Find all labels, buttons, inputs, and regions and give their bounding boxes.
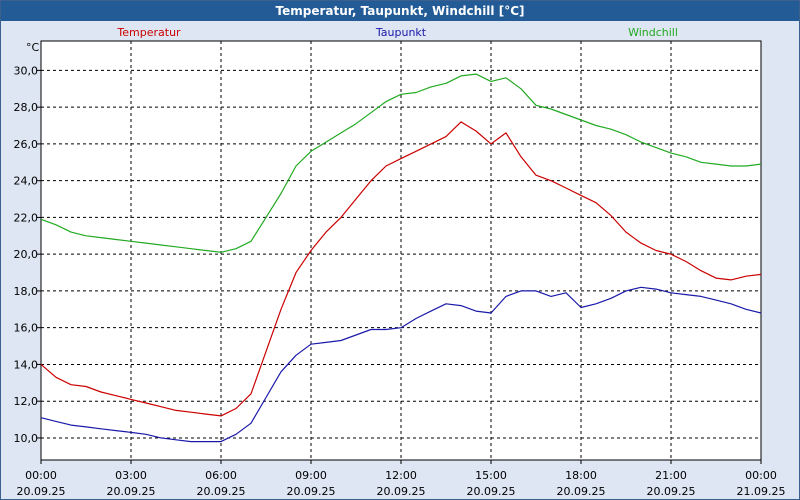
y-tick-label: 30,0 <box>14 64 39 77</box>
series-line-taupunkt <box>40 286 762 443</box>
chart-svg: 10,0 12,0 14,0 16,0 18,0 20,0 22,0 24,0 26,0 28,0… <box>14 26 786 498</box>
x-tick-time: 00:00 <box>745 469 777 482</box>
y-axis-unit: °C <box>26 41 40 54</box>
x-tick-time: 06:00 <box>205 469 237 482</box>
x-tick-date: 20.09.25 <box>197 485 246 498</box>
y-tick-label: 22,0 <box>14 211 39 224</box>
x-tick-date: 21.09.25 <box>737 485 786 498</box>
grid <box>37 41 762 464</box>
x-tick-time: 18:00 <box>565 469 597 482</box>
legend-temperatur: Temperatur <box>116 26 181 39</box>
x-tick-time: 03:00 <box>115 469 147 482</box>
x-tick-time: 09:00 <box>295 469 327 482</box>
x-tick-date: 20.09.25 <box>377 485 426 498</box>
y-tick-label: 20,0 <box>14 248 39 261</box>
window-title: Temperatur, Taupunkt, Windchill [°C] <box>1 1 799 21</box>
y-tick-label: 24,0 <box>14 175 39 188</box>
x-tick-time: 12:00 <box>385 469 417 482</box>
x-tick-date: 20.09.25 <box>107 485 156 498</box>
series-line-windchill <box>40 73 762 253</box>
x-tick-time: 15:00 <box>475 469 507 482</box>
legend-windchill: Windchill <box>628 26 678 39</box>
series-lines <box>40 73 762 443</box>
x-tick-labels: 00:00 20.09.25 03:00 20.09.25 06:00 20.09.25 0… <box>17 469 786 498</box>
x-tick-date: 20.09.25 <box>557 485 606 498</box>
y-tick-label: 26,0 <box>14 138 39 151</box>
x-tick-date: 20.09.25 <box>647 485 696 498</box>
y-tick-label: 16,0 <box>14 322 39 335</box>
y-tick-labels: 10,0 12,0 14,0 16,0 18,0 20,0 22,0 24,0 26,0 28,0… <box>14 64 39 445</box>
x-tick-time: 21:00 <box>655 469 687 482</box>
y-tick-label: 18,0 <box>14 285 39 298</box>
x-tick-date: 20.09.25 <box>17 485 66 498</box>
y-tick-label: 28,0 <box>14 101 39 114</box>
x-tick-time: 00:00 <box>25 469 57 482</box>
y-tick-label: 12,0 <box>14 395 39 408</box>
legend-taupunkt: Taupunkt <box>375 26 427 39</box>
x-tick-date: 20.09.25 <box>467 485 516 498</box>
x-tick-date: 20.09.25 <box>287 485 336 498</box>
legend: Temperatur Taupunkt Windchill <box>116 26 678 39</box>
series-line-temperatur <box>40 121 762 417</box>
y-tick-label: 14,0 <box>14 358 39 371</box>
y-tick-label: 10,0 <box>14 432 39 445</box>
